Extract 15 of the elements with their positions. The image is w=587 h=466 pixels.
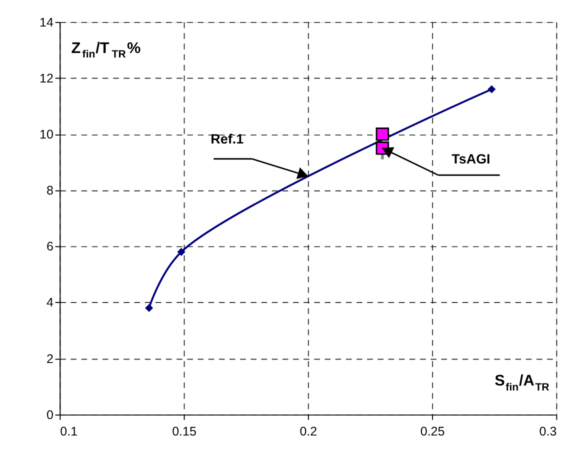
y-tick-label: 14 <box>40 15 54 30</box>
x-tick-label: 0.2 <box>300 424 318 438</box>
y-tick-label: 8 <box>46 184 54 198</box>
y-tick-label: 10 <box>40 127 54 142</box>
y-tick-label: 0 <box>46 408 54 422</box>
y-tick-label: 4 <box>46 296 54 310</box>
y-tick-label: 6 <box>46 240 54 254</box>
y-tick-label: 2 <box>46 352 54 366</box>
annotation: TsAGI <box>452 152 490 167</box>
x-tick-label: 0.3 <box>539 424 557 438</box>
x-tick-label: 0.15 <box>172 424 196 438</box>
x-tick-label: 0.25 <box>420 424 445 438</box>
y-tick-label: 12 <box>40 71 54 86</box>
annotation: Ref.1 <box>210 132 244 146</box>
x-tick-label: 0.1 <box>60 424 78 438</box>
